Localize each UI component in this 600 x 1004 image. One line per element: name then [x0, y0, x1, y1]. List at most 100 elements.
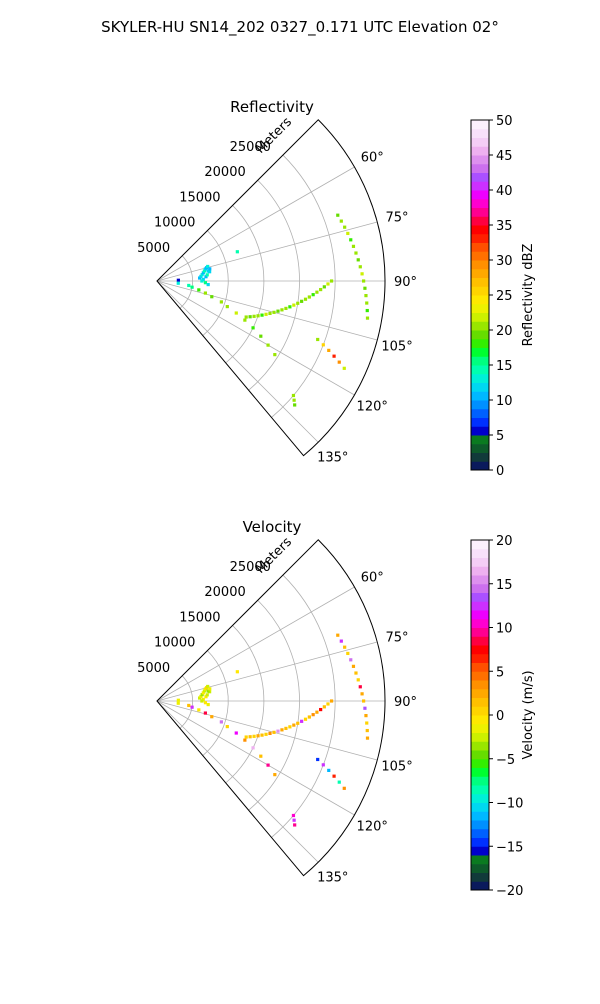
panel-title: Velocity: [243, 518, 302, 536]
azimuth-tick-label: 105°: [381, 759, 412, 774]
data-point: [252, 734, 256, 738]
data-point: [329, 699, 334, 703]
colorbar-segment: [471, 750, 489, 760]
colorbar-segment: [471, 802, 489, 812]
data-point: [203, 701, 208, 705]
data-point: [204, 695, 208, 699]
data-point: [307, 295, 311, 299]
data-point: [198, 276, 202, 280]
radial-gridline: [202, 650, 229, 756]
data-point: [363, 706, 367, 710]
data-point: [206, 684, 210, 689]
radial-tick-label: 10000: [154, 216, 195, 231]
data-point: [206, 269, 210, 273]
radial-tick-label: 15000: [179, 190, 220, 205]
data-point: [264, 312, 268, 316]
radial-tick-label: 25000: [230, 140, 271, 155]
data-point: [358, 685, 362, 689]
colorbar-segment: [471, 207, 489, 217]
data-point: [210, 295, 214, 299]
data-point: [260, 313, 264, 317]
data-point: [205, 273, 209, 277]
azimuth-tick-label: 135°: [317, 451, 348, 466]
data-point: [234, 311, 238, 315]
data-point: [360, 692, 364, 696]
azimuth-tick-label: 135°: [317, 871, 348, 886]
data-point: [268, 311, 272, 316]
colorbar-tick-label: 10: [496, 394, 513, 409]
azimuth-tick-label: 60°: [361, 151, 384, 166]
colorbar-segment: [471, 706, 489, 716]
data-point: [206, 282, 210, 287]
data-point: [259, 754, 263, 758]
data-point: [365, 728, 369, 733]
colorbar-segment: [471, 610, 489, 620]
data-point: [291, 813, 296, 818]
colorbar-segment: [471, 163, 489, 173]
colorbar-tick-label: 10: [496, 622, 513, 637]
colorbar-segment: [471, 548, 489, 558]
azimuth-gridline: [156, 280, 319, 443]
colorbar-segment: [471, 540, 489, 550]
colorbar-segment: [471, 225, 489, 235]
data-point: [208, 267, 212, 271]
colorbar-segment: [471, 155, 489, 165]
colorbar-label: Velocity (m/s): [521, 670, 536, 759]
azimuth-gridline: [156, 586, 355, 702]
data-point: [284, 726, 288, 731]
colorbar-segment: [471, 443, 489, 453]
data-point: [187, 283, 191, 288]
colorbar-segment: [471, 715, 489, 725]
azimuth-gridline: [156, 280, 378, 341]
colorbar-segment: [471, 137, 489, 147]
colorbar-segment: [471, 146, 489, 156]
data-point: [288, 725, 292, 729]
colorbar-segment: [471, 251, 489, 261]
data-point: [321, 343, 325, 347]
figure-title: SKYLER-HU SN14_202 0327_0.171 UTC Elevat…: [101, 18, 499, 37]
colorbar-segment: [471, 216, 489, 226]
data-point: [365, 316, 370, 320]
azimuth-gridline: [156, 700, 355, 816]
data-point: [356, 678, 360, 682]
data-point: [336, 213, 340, 217]
azimuth-tick-label: 90°: [394, 275, 417, 290]
data-point: [362, 699, 366, 703]
colorbar-segment: [471, 785, 489, 795]
data-point: [300, 719, 304, 723]
data-point: [244, 735, 248, 739]
colorbar-segment: [471, 181, 489, 191]
data-point: [292, 818, 296, 822]
colorbar-segment: [471, 592, 489, 602]
data-point: [339, 639, 343, 643]
data-point: [365, 301, 369, 305]
data-point: [337, 780, 341, 784]
data-point: [362, 279, 366, 283]
radial-gridline: [179, 255, 193, 309]
colorbar-tick-label: 0: [496, 464, 504, 479]
data-point: [272, 310, 276, 314]
colorbar-segment: [471, 723, 489, 733]
colorbar-tick-label: 45: [496, 149, 513, 164]
data-point: [205, 693, 209, 697]
azimuth-gridline: [156, 280, 355, 396]
data-point: [349, 238, 353, 242]
colorbar-segment: [471, 408, 489, 418]
reflectivity-panel: Reflectivity 5000 10000 15000 20000 25000Met…: [137, 98, 536, 479]
sector-frame: [156, 119, 386, 457]
data-point: [342, 786, 346, 790]
data-point: [351, 244, 356, 248]
data-point: [365, 721, 369, 725]
data-point: [203, 291, 207, 295]
data-point: [190, 285, 194, 289]
azimuth-tick-label: 60°: [361, 571, 384, 586]
data-point: [268, 731, 272, 736]
data-point: [284, 306, 288, 311]
colorbar-tick-label: 5: [496, 429, 504, 444]
colorbar-segment: [471, 365, 489, 375]
radial-gridline: [225, 205, 265, 364]
data-point: [264, 732, 268, 736]
data-point: [252, 314, 256, 318]
data-point: [307, 715, 311, 719]
colorbar-segment: [471, 356, 489, 366]
